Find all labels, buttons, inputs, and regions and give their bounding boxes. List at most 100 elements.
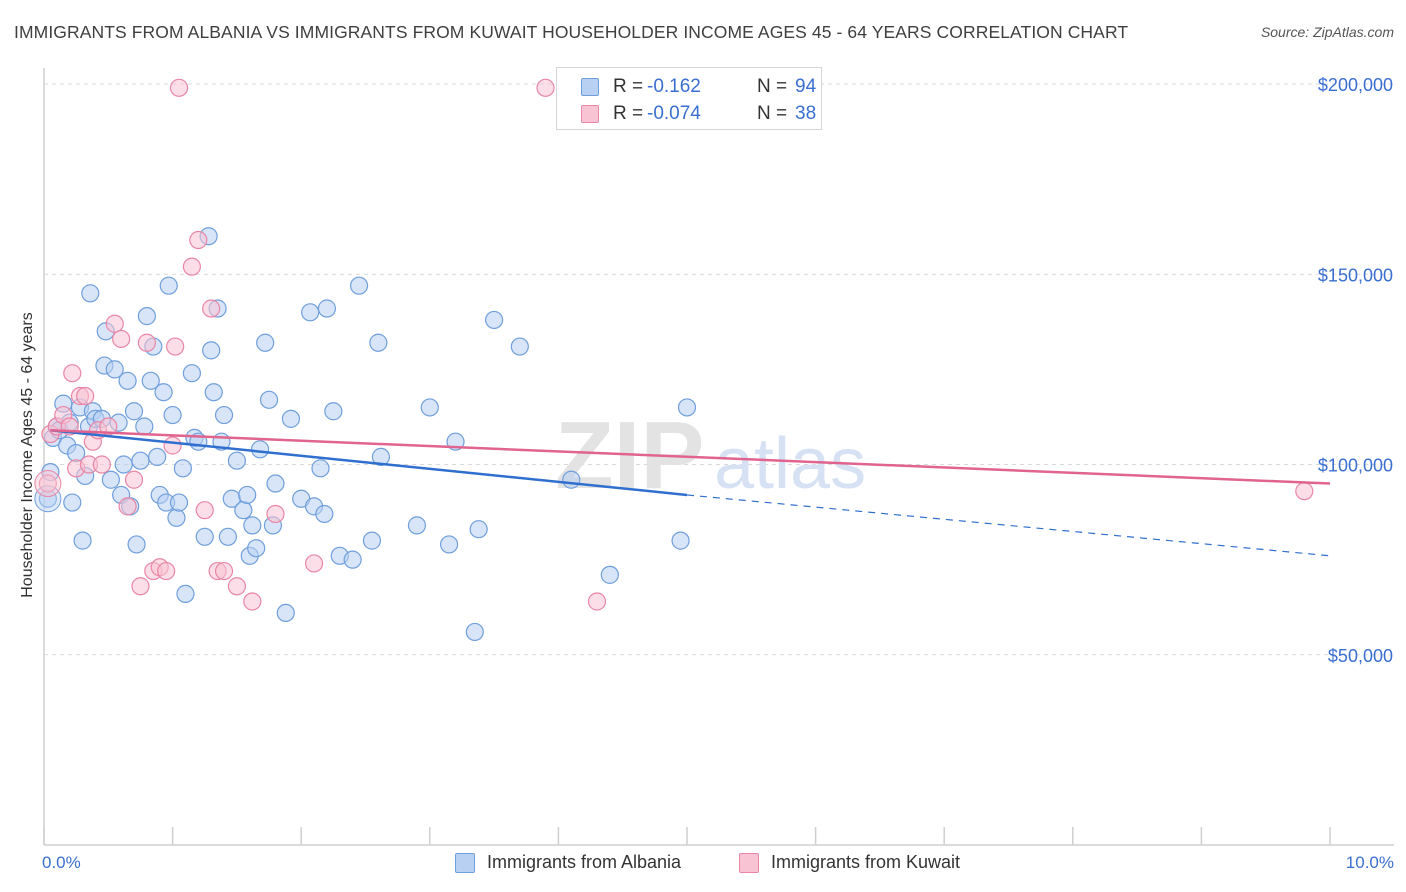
r-label: R = <box>613 103 644 124</box>
data-point <box>202 299 221 318</box>
kuwait-legend-swatch <box>739 853 759 873</box>
data-point <box>317 299 337 318</box>
n-label: N = <box>757 76 788 97</box>
data-point <box>439 535 459 554</box>
data-point <box>281 409 301 428</box>
albania-trend-extension <box>686 494 1331 557</box>
data-point <box>167 508 186 527</box>
data-point <box>118 497 137 516</box>
data-point <box>343 550 362 569</box>
x-tick-label-min: 0.0% <box>42 853 81 872</box>
watermark: ZIP atlas <box>555 402 866 509</box>
data-point <box>176 584 195 603</box>
data-point <box>218 527 237 546</box>
data-point <box>600 565 619 584</box>
data-point <box>266 474 285 493</box>
data-point <box>304 554 324 573</box>
kuwait-trend-line <box>50 429 1331 485</box>
data-point <box>163 405 182 425</box>
y-tick-label: $50,000 <box>1328 646 1393 666</box>
chart-title: IMMIGRANTS FROM ALBANIA VS IMMIGRANTS FR… <box>14 22 1129 42</box>
y-tick-label: $100,000 <box>1318 456 1393 476</box>
data-point <box>189 230 208 250</box>
data-point <box>154 383 173 402</box>
kuwait-swatch <box>581 105 599 123</box>
data-point <box>420 398 439 417</box>
data-point <box>243 592 262 611</box>
data-point <box>536 78 555 97</box>
data-point <box>469 520 488 539</box>
data-point <box>301 303 320 322</box>
data-point <box>247 539 266 558</box>
data-point <box>101 470 120 489</box>
r-label: R = <box>613 76 644 97</box>
grid-lines <box>44 83 1394 656</box>
y-tick-label: $150,000 <box>1318 265 1393 285</box>
r-value: -0.074 <box>647 103 701 124</box>
data-point <box>105 360 124 379</box>
data-point <box>38 474 57 493</box>
data-point <box>169 78 189 97</box>
y-axis-label: Householder Income Ages 45 - 64 years <box>19 312 36 598</box>
data-point <box>234 501 253 520</box>
data-point <box>371 447 391 467</box>
data-point <box>266 504 285 524</box>
data-point <box>259 390 279 409</box>
data-point <box>131 451 150 470</box>
y-tick-label: $200,000 <box>1318 75 1393 95</box>
data-point <box>195 501 214 520</box>
data-point <box>124 402 144 421</box>
data-point <box>135 417 154 436</box>
data-point <box>137 333 156 352</box>
data-point <box>204 383 223 402</box>
data-point <box>677 398 697 417</box>
axes <box>43 68 1394 846</box>
kuwait-points <box>34 78 1314 611</box>
data-point <box>76 386 95 406</box>
data-point <box>141 371 160 390</box>
n-value: 38 <box>795 103 817 124</box>
data-point <box>118 371 137 390</box>
data-point <box>562 470 581 489</box>
data-point <box>276 603 295 623</box>
data-point <box>173 459 192 478</box>
data-point <box>485 310 504 330</box>
data-point <box>131 577 150 596</box>
data-point <box>63 493 82 512</box>
data-point <box>182 364 201 383</box>
data-point <box>137 307 156 326</box>
data-point <box>114 455 133 474</box>
n-label: N = <box>757 103 788 124</box>
data-point <box>182 257 201 276</box>
data-point <box>148 447 167 467</box>
data-point <box>256 333 275 352</box>
data-point <box>92 455 111 474</box>
source-credit: Source: ZipAtlas.com <box>1260 24 1394 40</box>
data-point <box>214 561 234 581</box>
data-point <box>311 459 330 478</box>
data-point <box>227 577 246 596</box>
data-point <box>362 531 382 550</box>
data-point <box>195 527 214 546</box>
data-point <box>324 402 343 421</box>
data-point <box>63 364 82 383</box>
data-point <box>202 341 221 360</box>
data-point <box>349 276 369 295</box>
data-point <box>587 592 607 611</box>
data-point <box>169 493 189 512</box>
trend-lines <box>50 429 1331 557</box>
data-point <box>243 516 262 535</box>
stats-legend: R = -0.162 N = 94 R = -0.074 N = 38 <box>556 67 822 130</box>
data-point <box>407 516 427 535</box>
albania-swatch <box>581 78 599 96</box>
legend-label-albania: Immigrants from Albania <box>487 852 682 872</box>
y-tick-labels: $50,000 $100,000 $150,000 $200,000 <box>1318 75 1393 666</box>
data-point <box>105 314 124 333</box>
data-point <box>81 284 100 303</box>
data-point <box>369 333 388 352</box>
data-point <box>1295 482 1314 501</box>
data-point <box>127 535 146 554</box>
data-point <box>214 405 234 425</box>
x-tick-label-max: 10.0% <box>1345 853 1394 872</box>
